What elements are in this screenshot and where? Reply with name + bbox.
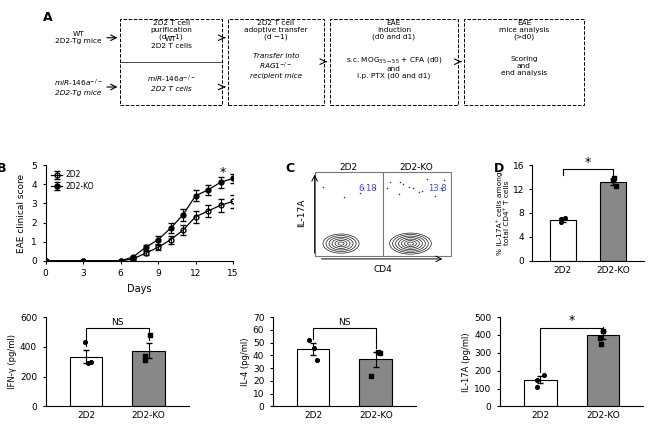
Text: Scoring
and
end analysis: Scoring and end analysis [501,56,547,76]
Text: 2D2-KO: 2D2-KO [400,163,434,173]
Point [140,357,150,364]
Text: B: B [0,162,6,175]
Bar [524,380,556,406]
Text: A: A [42,11,52,24]
Point [318,183,328,190]
Text: *: * [585,156,591,169]
Bar [133,350,165,406]
Bar [549,220,576,261]
Text: s.c. MOG$_{35-55}$ + CFA (d0)
and
i.p. PTX (d0 and d1): s.c. MOG$_{35-55}$ + CFA (d0) and i.p. P… [346,55,442,80]
Text: $miR$-$146a^{-/-}$
2D2 T cells: $miR$-$146a^{-/-}$ 2D2 T cells [147,74,196,92]
Text: WT
2D2 T cells: WT 2D2 T cells [151,36,192,49]
Text: 2D2 T cell
purification
(d −1): 2D2 T cell purification (d −1) [150,20,192,41]
Text: D: D [493,162,504,175]
Text: 13.8: 13.8 [428,184,447,193]
Point [384,179,395,186]
Text: EAE
induction
(d0 and d1): EAE induction (d0 and d1) [372,20,415,41]
Y-axis label: % IL-17A⁺ cells among
total CD4⁺ T cells: % IL-17A⁺ cells among total CD4⁺ T cells [496,171,510,255]
Point [140,352,150,359]
Point [372,348,383,355]
Point [404,184,414,191]
Bar [359,359,392,406]
FancyBboxPatch shape [330,19,458,105]
Point [430,192,440,199]
Point [304,336,314,343]
Point [532,383,543,390]
Text: CD4: CD4 [373,265,392,274]
X-axis label: Days: Days [127,284,151,294]
Point [595,340,606,347]
Point [532,376,542,383]
Text: 2D2 T cell
adoptive transfer
(d −1): 2D2 T cell adoptive transfer (d −1) [244,20,307,41]
Point [144,331,155,338]
Point [598,328,608,335]
Bar [297,349,330,406]
Point [312,357,322,364]
Point [422,175,432,182]
Point [395,178,405,185]
Text: $miR$-$146a^{-/-}$
2D2-Tg mice: $miR$-$146a^{-/-}$ 2D2-Tg mice [54,78,103,96]
Point [414,188,424,195]
Point [339,194,349,201]
Point [80,339,90,346]
Point [382,184,392,191]
Y-axis label: IL-4 (pg/ml): IL-4 (pg/ml) [241,337,250,386]
Text: *: * [220,166,226,179]
Point [538,371,549,378]
Point [369,184,380,191]
Point [595,335,605,342]
Bar [70,357,103,406]
Point [85,358,96,365]
Point [556,218,566,225]
Text: *: * [569,314,575,327]
Point [393,191,404,198]
Point [358,184,369,191]
Legend: 2D2, 2D2-KO: 2D2, 2D2-KO [49,169,96,192]
Text: NS: NS [111,318,124,327]
Text: NS: NS [338,318,351,327]
Point [408,184,419,191]
Point [438,177,448,184]
Text: WT
2D2-Tg mice: WT 2D2-Tg mice [55,31,101,44]
Y-axis label: EAE clinical score: EAE clinical score [17,173,26,253]
FancyBboxPatch shape [315,172,450,256]
Point [611,183,621,190]
Point [366,372,376,379]
Point [83,360,94,367]
Point [355,189,365,196]
Text: 2D2: 2D2 [339,163,358,173]
Text: C: C [285,162,294,175]
Point [560,214,571,221]
Bar [600,182,627,261]
Text: EAE
mice analysis
(>d0): EAE mice analysis (>d0) [499,20,549,41]
Point [555,215,566,222]
Text: Transfer into
$RAG1^{-/-}$
recipient mice: Transfer into $RAG1^{-/-}$ recipient mic… [250,53,302,79]
Bar [586,335,619,406]
Point [608,177,618,184]
Point [609,175,619,182]
Point [309,344,319,351]
Point [375,349,385,356]
Text: 6.18: 6.18 [359,184,377,193]
Point [417,187,428,194]
Point [398,180,408,187]
Text: IL-17A: IL-17A [297,199,306,227]
Y-axis label: IFN-γ (pg/ml): IFN-γ (pg/ml) [8,334,17,389]
Y-axis label: IL-17A (pg/ml): IL-17A (pg/ml) [462,332,471,392]
Point [437,187,448,194]
FancyBboxPatch shape [120,19,222,105]
Point [436,185,447,192]
FancyBboxPatch shape [464,19,584,105]
FancyBboxPatch shape [228,19,324,105]
